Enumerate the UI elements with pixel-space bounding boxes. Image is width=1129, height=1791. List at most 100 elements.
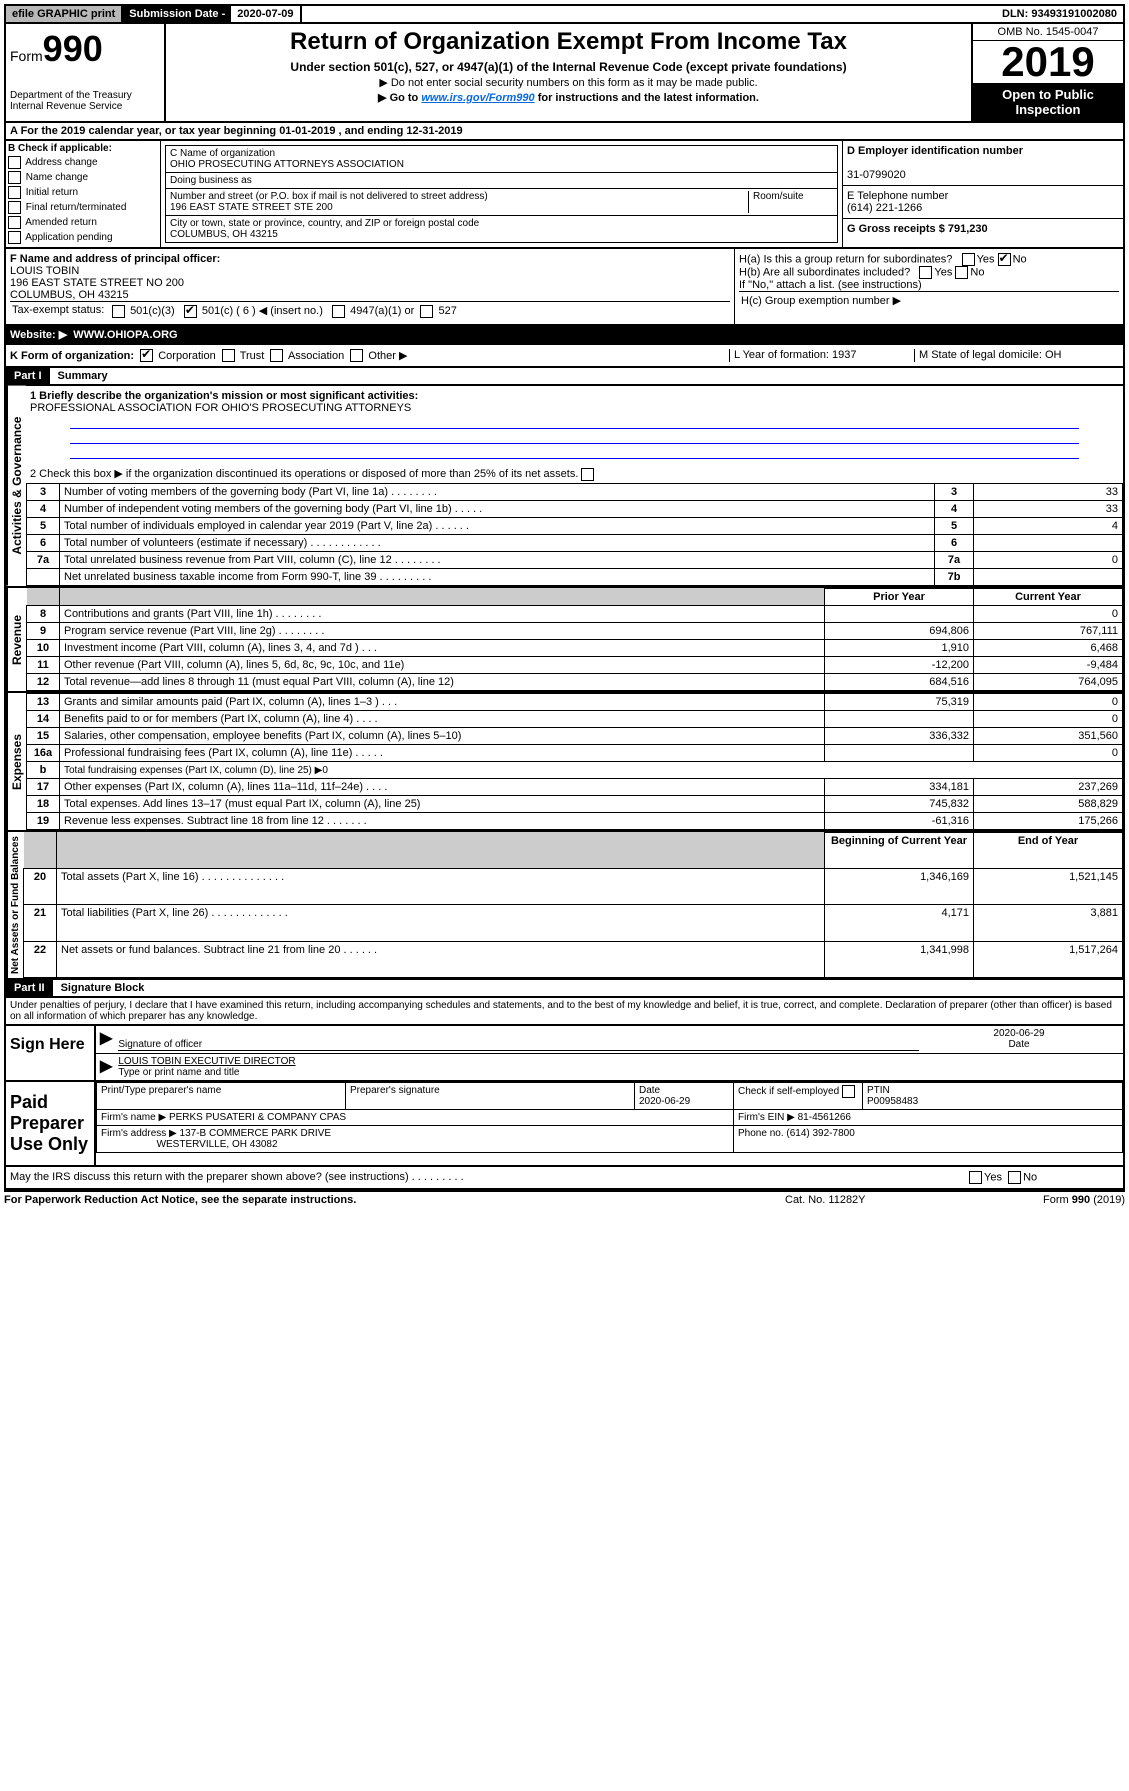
year-formation: L Year of formation: 1937 — [729, 349, 914, 363]
h-b-label: H(b) Are all subordinates included? — [739, 266, 910, 278]
city-label: City or town, state or province, country… — [170, 218, 479, 229]
part1-title: Summary — [50, 368, 116, 384]
addr-change-checkbox[interactable] — [8, 156, 21, 169]
table-row: 15Salaries, other compensation, employee… — [27, 727, 1123, 744]
other-checkbox[interactable] — [350, 349, 363, 362]
table-row: 8Contributions and grants (Part VIII, li… — [27, 605, 1123, 622]
4947-checkbox[interactable] — [332, 305, 345, 318]
form-note-2: ▶ Go to www.irs.gov/Form990 for instruct… — [170, 91, 967, 104]
part2-header: Part II Signature Block — [4, 980, 1125, 998]
firm-ein-label: Firm's EIN ▶ — [738, 1112, 795, 1123]
preparer-table: Print/Type preparer's name Preparer's si… — [96, 1082, 1123, 1153]
revenue-section: Revenue Prior YearCurrent Year8Contribut… — [4, 588, 1125, 693]
prep-name-label: Print/Type preparer's name — [101, 1085, 221, 1096]
phone-label: E Telephone number — [847, 190, 948, 202]
table-row: 7aTotal unrelated business revenue from … — [27, 551, 1123, 568]
netassets-section: Net Assets or Fund Balances Beginning of… — [4, 832, 1125, 980]
q1-label: 1 Briefly describe the organization's mi… — [30, 390, 418, 402]
table-row: 16aProfessional fundraising fees (Part I… — [27, 744, 1123, 761]
table-row: 5Total number of individuals employed in… — [27, 517, 1123, 534]
corp-checkbox[interactable] — [140, 349, 153, 362]
527-checkbox[interactable] — [420, 305, 433, 318]
paid-preparer-label: Paid Preparer Use Only — [6, 1082, 96, 1165]
officer-name: LOUIS TOBIN — [10, 265, 79, 277]
rule-line — [70, 446, 1079, 459]
tax-year: 2019 — [973, 41, 1123, 83]
website-value: WWW.OHIOPA.ORG — [73, 329, 177, 341]
irs-link[interactable]: www.irs.gov/Form990 — [421, 92, 534, 104]
hb-no-checkbox[interactable] — [955, 266, 968, 279]
q2-checkbox[interactable] — [581, 468, 594, 481]
arrow-icon: ▶ — [100, 1028, 112, 1051]
table-row: 18Total expenses. Add lines 13–17 (must … — [27, 795, 1123, 812]
firm-ein: 81-4561266 — [798, 1112, 851, 1123]
trust-checkbox[interactable] — [222, 349, 235, 362]
discuss-no-checkbox[interactable] — [1008, 1171, 1021, 1184]
table-row: 14Benefits paid to or for members (Part … — [27, 710, 1123, 727]
part2-badge: Part II — [6, 980, 53, 996]
org-address: 196 EAST STATE STREET STE 200 — [170, 202, 333, 213]
expenses-section: Expenses 13Grants and similar amounts pa… — [4, 693, 1125, 832]
gov-vlabel: Activities & Governance — [6, 386, 26, 586]
org-name-label: C Name of organization — [170, 148, 275, 159]
firm-name: PERKS PUSATERI & COMPANY CPAS — [169, 1112, 346, 1123]
rule-line — [70, 416, 1079, 429]
initial-return-checkbox[interactable] — [8, 186, 21, 199]
net-vlabel: Net Assets or Fund Balances — [6, 832, 23, 978]
footer: For Paperwork Reduction Act Notice, see … — [4, 1190, 1125, 1206]
self-emp-checkbox[interactable] — [842, 1085, 855, 1098]
amended-checkbox[interactable] — [8, 216, 21, 229]
room-label: Room/suite — [748, 191, 833, 213]
name-change-checkbox[interactable] — [8, 171, 21, 184]
501c3-checkbox[interactable] — [112, 305, 125, 318]
submission-date-label: Submission Date - — [123, 6, 231, 22]
ha-no-checkbox[interactable] — [998, 253, 1011, 266]
revenue-table: Prior YearCurrent Year8Contributions and… — [26, 588, 1123, 691]
hb-yes-checkbox[interactable] — [919, 266, 932, 279]
firm-name-label: Firm's name ▶ — [101, 1112, 166, 1123]
501c-checkbox[interactable] — [184, 305, 197, 318]
table-row: bTotal fundraising expenses (Part IX, co… — [27, 761, 1123, 778]
website-label: Website: ▶ — [10, 329, 67, 341]
dba-label: Doing business as — [170, 175, 252, 186]
table-row: 11Other revenue (Part VIII, column (A), … — [27, 656, 1123, 673]
department-label: Department of the Treasury Internal Reve… — [10, 90, 160, 112]
table-row: 21Total liabilities (Part X, line 26) . … — [24, 905, 1123, 941]
form-header: Form990 Department of the Treasury Inter… — [4, 24, 1125, 123]
table-header-row: Prior YearCurrent Year — [27, 588, 1123, 605]
type-name-label: Type or print name and title — [118, 1067, 239, 1078]
table-row: 10Investment income (Part VIII, column (… — [27, 639, 1123, 656]
org-city: COLUMBUS, OH 43215 — [170, 229, 278, 240]
state-domicile: M State of legal domicile: OH — [914, 349, 1119, 363]
addr-label: Number and street (or P.O. box if mail i… — [170, 191, 488, 202]
form-note-1: ▶ Do not enter social security numbers o… — [170, 76, 967, 89]
table-header-row: Beginning of Current YearEnd of Year — [24, 832, 1123, 868]
table-row: 12Total revenue—add lines 8 through 11 (… — [27, 673, 1123, 690]
org-name: OHIO PROSECUTING ATTORNEYS ASSOCIATION — [170, 159, 404, 170]
sign-here-label: Sign Here — [6, 1026, 96, 1080]
exp-vlabel: Expenses — [6, 693, 26, 830]
ptin-label: PTIN — [867, 1085, 890, 1096]
expenses-table: 13Grants and similar amounts paid (Part … — [26, 693, 1123, 830]
table-row: 3Number of voting members of the governi… — [27, 483, 1123, 500]
sig-officer-label: Signature of officer — [118, 1039, 202, 1050]
table-row: 19Revenue less expenses. Subtract line 1… — [27, 812, 1123, 829]
assoc-checkbox[interactable] — [270, 349, 283, 362]
ha-yes-checkbox[interactable] — [962, 253, 975, 266]
submission-date: 2020-07-09 — [231, 6, 301, 22]
discuss-yes-checkbox[interactable] — [969, 1171, 982, 1184]
paid-preparer-block: Paid Preparer Use Only Print/Type prepar… — [4, 1082, 1125, 1167]
h-b-note: If "No," attach a list. (see instruction… — [739, 279, 1119, 291]
rule-line — [70, 431, 1079, 444]
dln: DLN: 93493191002080 — [996, 6, 1123, 22]
self-employed-label: Check if self-employed — [738, 1086, 839, 1097]
section-fh: F Name and address of principal officer:… — [4, 249, 1125, 326]
efile-button[interactable]: efile GRAPHIC print — [6, 6, 123, 22]
governance-table: 3Number of voting members of the governi… — [26, 483, 1123, 586]
app-pending-checkbox[interactable] — [8, 231, 21, 244]
tax-exempt-label: Tax-exempt status: — [12, 304, 112, 318]
officer-city: COLUMBUS, OH 43215 — [10, 289, 129, 301]
final-return-checkbox[interactable] — [8, 201, 21, 214]
perjury-declaration: Under penalties of perjury, I declare th… — [4, 998, 1125, 1026]
table-row: 13Grants and similar amounts paid (Part … — [27, 693, 1123, 710]
